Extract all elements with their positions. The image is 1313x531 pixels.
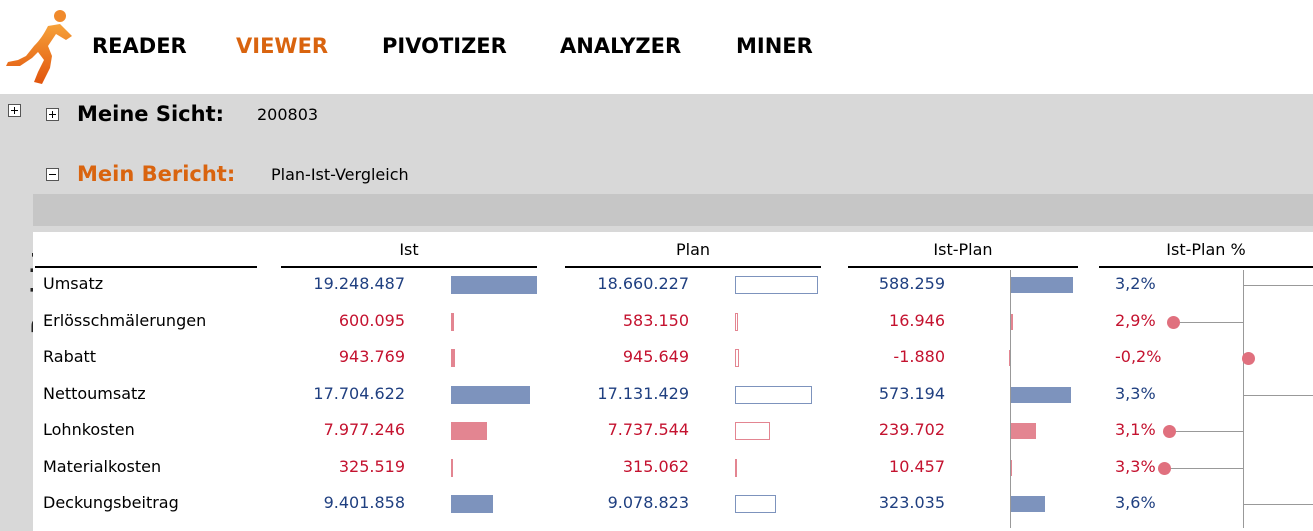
plan-value: 7.737.544 <box>607 420 689 439</box>
row-label: Materialkosten <box>43 456 162 476</box>
plan-column-rule <box>565 266 821 268</box>
istplan-value: 16.946 <box>889 310 945 330</box>
istplan-value: 10.457 <box>889 456 945 476</box>
report-toolbar-border <box>33 226 1313 232</box>
ist-value: 9.401.858 <box>323 493 405 512</box>
collapse-report-icon[interactable] <box>46 168 59 181</box>
ist-bar <box>451 349 456 367</box>
nav-miner[interactable]: MINER <box>736 34 813 58</box>
istplan-column-rule <box>848 266 1078 268</box>
workbook-sidebar: Berichtsmappe <box>0 94 52 531</box>
plan-bar <box>735 349 740 367</box>
expand-sidebar-icon[interactable] <box>8 104 21 117</box>
istplan-value: 588.259 <box>878 274 945 293</box>
plan-value: 583.150 <box>622 310 689 330</box>
istplan-bar <box>1011 459 1013 476</box>
istplan-value: -1.880 <box>893 347 945 366</box>
istplan-pct-value: 2,9% <box>1115 310 1156 330</box>
ist-bar <box>451 495 493 513</box>
istplan-zero-axis <box>1010 270 1011 528</box>
nav-reader[interactable]: READER <box>92 34 187 58</box>
plan-bar <box>735 422 770 440</box>
row-label: Rabatt <box>43 347 97 366</box>
istplan-bar <box>1009 350 1010 366</box>
istplan-bar <box>1011 277 1073 293</box>
ist-value: 600.095 <box>338 310 405 330</box>
row-label: Umsatz <box>43 274 104 293</box>
runner-logo-icon <box>6 10 72 84</box>
ist-value: 7.977.246 <box>323 420 405 439</box>
col-header-istplanpct: Ist-Plan % <box>1166 240 1246 259</box>
col-header-plan: Plan <box>675 240 711 259</box>
report-header: Mein Bericht: Plan-Ist-Vergleich <box>33 144 1313 194</box>
row-label: Deckungsbeitrag <box>43 493 179 512</box>
istplan-pct-value: 3,1% <box>1115 420 1156 439</box>
istplan-pct-value: 3,2% <box>1115 274 1156 293</box>
pct-dot <box>1241 352 1255 365</box>
row-label: Nettoumsatz <box>43 383 146 403</box>
istplan-bar <box>1011 423 1037 439</box>
view-label: Meine Sicht: <box>77 102 224 126</box>
plan-bar <box>735 276 819 294</box>
nav-analyzer[interactable]: ANALYZER <box>560 34 682 58</box>
pct-line <box>1173 321 1243 323</box>
pct-line <box>1163 467 1243 469</box>
istplan-pct-value: 3,3% <box>1115 456 1156 476</box>
ist-value: 19.248.487 <box>313 274 405 293</box>
istplanpct-column-rule <box>1099 266 1313 268</box>
ist-bar <box>451 385 531 404</box>
pct-dot <box>1162 425 1176 438</box>
pct-dot <box>1167 315 1181 329</box>
ist-value: 325.519 <box>338 456 405 476</box>
pct-line <box>1243 504 1313 505</box>
plan-value: 315.062 <box>622 456 689 476</box>
istplan-bar <box>1011 313 1013 330</box>
expand-view-icon[interactable] <box>46 108 59 121</box>
plan-ist-table: Ist Plan Ist-Plan Ist-Plan % Umsatz 19.24… <box>33 232 1313 531</box>
row-label: Erlösschmälerungen <box>43 310 207 330</box>
ist-bar <box>451 312 454 331</box>
plan-value: 945.649 <box>622 347 689 366</box>
pct-dot <box>1157 461 1171 475</box>
ist-value: 943.769 <box>338 347 405 366</box>
plan-bar <box>735 312 738 331</box>
col-header-istplan: Ist-Plan <box>933 240 993 259</box>
pct-line <box>1168 431 1243 432</box>
report-value: Plan-Ist-Vergleich <box>271 165 409 184</box>
plan-bar <box>735 495 776 513</box>
ist-column-rule <box>281 266 537 268</box>
ist-bar <box>451 458 453 477</box>
col-header-ist: Ist <box>399 240 419 259</box>
pct-line <box>1243 285 1313 286</box>
istplan-pct-value: 3,3% <box>1115 383 1156 403</box>
ist-bar <box>451 276 537 294</box>
istplan-bar <box>1011 496 1046 512</box>
pct-line <box>1243 394 1313 396</box>
report-label: Mein Bericht: <box>77 162 236 186</box>
plan-value: 17.131.429 <box>597 383 689 403</box>
row-label: Lohnkosten <box>43 420 135 439</box>
report-toolbar-strip <box>33 194 1313 226</box>
istplan-value: 323.035 <box>878 493 945 512</box>
pct-zero-axis <box>1243 270 1244 528</box>
nav-viewer[interactable]: VIEWER <box>236 34 329 58</box>
istplan-pct-value: 3,6% <box>1115 493 1156 512</box>
ist-value: 17.704.622 <box>313 383 405 403</box>
plan-value: 9.078.823 <box>607 493 689 512</box>
ist-bar <box>451 422 487 440</box>
view-value: 200803 <box>257 105 319 124</box>
label-column-rule <box>35 266 257 268</box>
view-header: Meine Sicht: 200803 <box>33 94 1313 144</box>
istplan-bar <box>1011 386 1072 403</box>
plan-value: 18.660.227 <box>597 274 689 293</box>
plan-bar <box>735 458 737 477</box>
nav-pivotizer[interactable]: PIVOTIZER <box>382 34 507 58</box>
plan-bar <box>735 385 812 404</box>
istplan-value: 573.194 <box>878 383 945 403</box>
top-navigation-bar: READER VIEWER PIVOTIZER ANALYZER MINER <box>0 0 1313 94</box>
istplan-value: 239.702 <box>878 420 945 439</box>
istplan-pct-value: -0,2% <box>1115 347 1162 366</box>
